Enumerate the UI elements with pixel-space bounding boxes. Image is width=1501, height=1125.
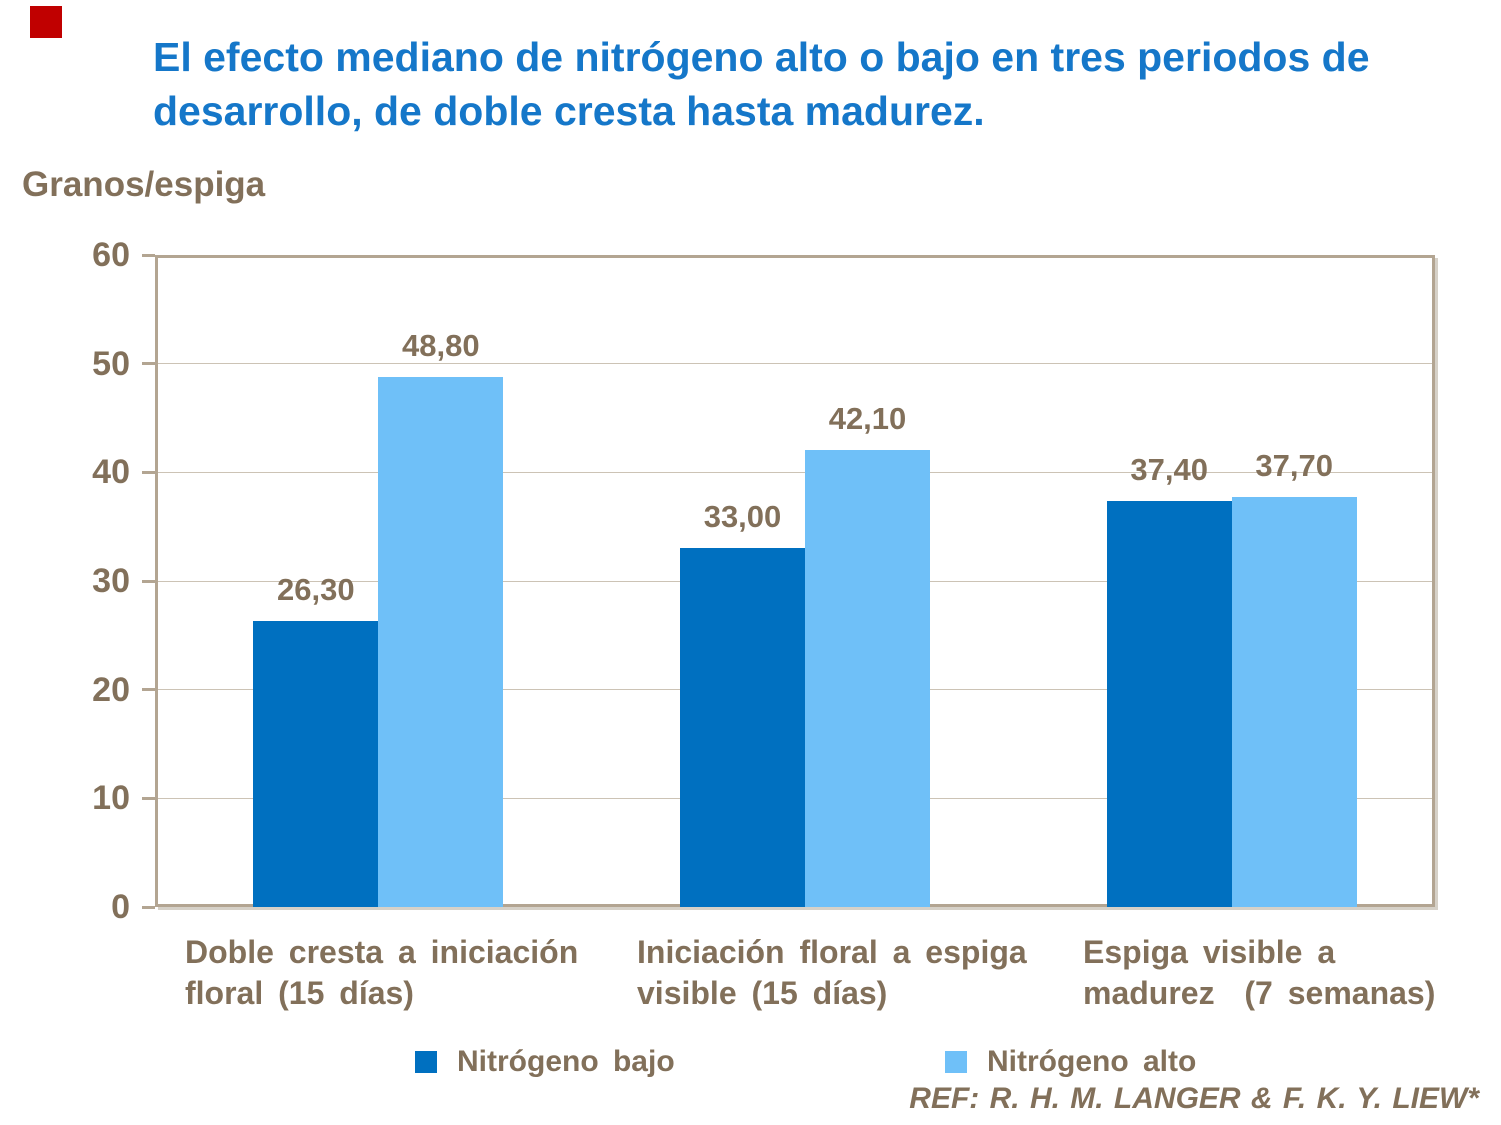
- bar-low-nitrogen: [1106, 500, 1232, 907]
- legend-label: Nitrógeno bajo: [457, 1045, 675, 1078]
- legend-item: Nitrógeno alto: [945, 1045, 1196, 1079]
- y-tick-mark: [142, 253, 155, 257]
- legend-swatch-high-nitrogen: [945, 1051, 967, 1073]
- bar-value-label: 33,00: [703, 499, 782, 535]
- x-category-label: Iniciación floral a espiga visible (15 dí…: [637, 934, 1027, 1011]
- y-tick-label: 30: [92, 562, 130, 600]
- bar-value-label: 37,70: [1255, 448, 1333, 484]
- bar-high-nitrogen: [378, 376, 504, 907]
- y-tick-mark: [142, 362, 155, 366]
- reference-citation: REF: R. H. M. LANGER & F. K. Y. LIEW*: [909, 1082, 1479, 1115]
- y-tick-mark: [142, 688, 155, 692]
- gridline: [158, 471, 1432, 473]
- gridline: [158, 363, 1432, 365]
- x-category-label: Doble cresta a iniciación floral (15 días…: [185, 934, 579, 1011]
- bar-value-label: 37,40: [1130, 451, 1208, 487]
- bar-low-nitrogen: [680, 548, 805, 907]
- x-category-label: Espiga visible a madurez (7 semanas): [1083, 934, 1436, 1011]
- chart-title: El efecto mediano de nitrógeno alto o ba…: [153, 34, 1370, 134]
- y-tick-label: 20: [92, 670, 130, 709]
- legend-item: Nitrógeno bajo: [415, 1045, 675, 1079]
- y-tick-mark: [142, 905, 155, 909]
- y-tick-mark: [142, 470, 155, 474]
- red-accent-square: [30, 6, 62, 38]
- y-tick-label: 50: [92, 344, 130, 383]
- bar-high-nitrogen: [1231, 497, 1357, 907]
- y-tick-label: 60: [92, 236, 130, 274]
- y-tick-mark: [142, 796, 155, 800]
- y-tick-mark: [142, 579, 155, 583]
- y-tick-label: 10: [92, 779, 130, 818]
- bar-low-nitrogen: [253, 621, 379, 907]
- legend-swatch-low-nitrogen: [415, 1051, 437, 1073]
- y-tick-label: 0: [111, 888, 130, 926]
- y-tick-label: 40: [92, 453, 130, 492]
- bar-high-nitrogen: [805, 449, 930, 907]
- bar-value-label: 26,30: [277, 572, 355, 608]
- y-axis-title: Granos/espiga: [22, 165, 266, 204]
- bar-value-label: 42,10: [828, 400, 907, 436]
- legend-label: Nitrógeno alto: [987, 1045, 1197, 1078]
- bar-value-label: 48,80: [402, 327, 480, 363]
